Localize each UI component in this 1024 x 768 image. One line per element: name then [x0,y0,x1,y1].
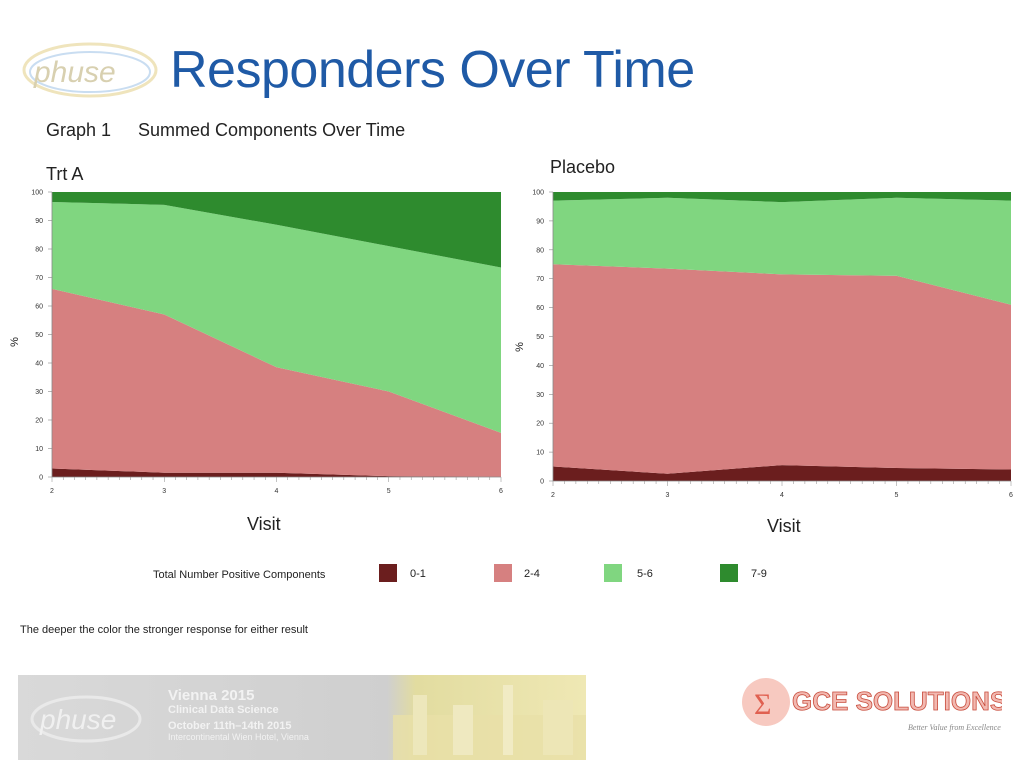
area-band-0-1 [553,465,1011,481]
x-tick-label: 5 [895,492,899,499]
y-tick-label: 20 [35,418,43,425]
y-tick-label: 80 [536,247,544,254]
y-tick-label: 10 [536,450,544,457]
y-tick-label: 70 [35,275,43,282]
x-tick-label: 2 [50,488,54,495]
page-title: Responders Over Time [170,41,695,99]
legend-title: Total Number Positive Components [153,569,326,581]
svg-text:phuse: phuse [39,704,116,735]
phuse-logo-text: phuse [33,56,116,89]
conference-banner: phuse Vienna 2015 Clinical Data Science … [18,675,586,760]
x-axis-label-trt-a: Visit [247,514,281,534]
gce-emblem-icon [742,678,790,726]
legend-label-0-1: 0-1 [410,568,426,580]
banner-line-3: October 11th–14th 2015 [168,720,292,732]
y-tick-label: 20 [536,421,544,428]
x-tick-label: 3 [666,492,670,499]
y-tick-label: 10 [35,446,43,453]
x-tick-label: 5 [387,488,391,495]
gce-logo-text: GCE SOLUTIONS [792,686,1002,716]
chart-trt-a: 0 10 20 30 40 50 60 70 80 90 100 2 3 4 5 6% [9,190,503,496]
legend-swatch-5-6 [604,564,622,582]
gce-tagline: Better Value from Excellence [908,723,1001,732]
y-tick-label: 80 [35,247,43,254]
x-tick-label: 4 [780,492,784,499]
y-tick-label: 90 [536,218,544,225]
gce-solutions-logo: Σ GCE SOLUTIONS Better Value from Excell… [740,672,1008,738]
y-tick-label: 60 [536,305,544,312]
legend-swatch-2-4 [494,564,512,582]
x-tick-label: 6 [1009,492,1013,499]
x-tick-label: 2 [551,492,555,499]
area-band-2-4 [553,264,1011,474]
x-tick-label: 4 [275,488,279,495]
y-tick-label: 50 [536,334,544,341]
banner-line-1: Vienna 2015 [168,687,255,704]
y-tick-label: 30 [536,392,544,399]
y-tick-label: 70 [536,276,544,283]
y-tick-label: 0 [540,479,544,486]
area-band-7-9 [52,192,501,268]
y-tick-label: 100 [31,190,43,197]
svg-text:Σ: Σ [754,688,771,721]
y-tick-label: 90 [35,218,43,225]
y-tick-label: 0 [39,475,43,482]
banner-line-4: Intercontinental Wien Hotel, Vienna [168,732,309,742]
legend-swatch-7-9 [720,564,738,582]
chart-title-trt-a: Trt A [46,164,84,184]
y-tick-label: 40 [35,361,43,368]
legend-label-7-9: 7-9 [751,568,767,580]
chart-placebo: 0 10 20 30 40 50 60 70 80 90 100 2 3 4 5 6% [514,190,1013,500]
y-tick-label: 60 [35,304,43,311]
banner-city-skyline [393,685,586,760]
y-tick-label: 50 [35,332,43,339]
area-band-5-6 [52,201,501,433]
legend-label-5-6: 5-6 [637,568,653,580]
legend-swatch-0-1 [379,564,397,582]
phuse-logo: phuse [18,40,158,104]
banner-phuse-logo: phuse [30,695,142,743]
y-tick-label: 40 [536,363,544,370]
graph-subtitle: Summed Components Over Time [138,120,406,140]
x-axis-label-placebo: Visit [767,516,801,536]
y-axis-label: % [514,342,526,352]
y-tick-label: 30 [35,389,43,396]
banner-line-2: Clinical Data Science [168,704,279,716]
y-axis-label: % [9,337,21,347]
chart-title-placebo: Placebo [550,157,616,177]
area-band-7-9 [553,192,1011,203]
x-tick-label: 6 [499,488,503,495]
legend-label-2-4: 2-4 [524,568,540,580]
x-tick-label: 3 [162,488,166,495]
footnote: The deeper the color the stronger respon… [20,624,308,636]
area-band-2-4 [52,288,501,477]
y-tick-label: 100 [532,190,544,197]
graph-number: Graph 1 [46,120,112,140]
area-band-5-6 [553,197,1011,305]
